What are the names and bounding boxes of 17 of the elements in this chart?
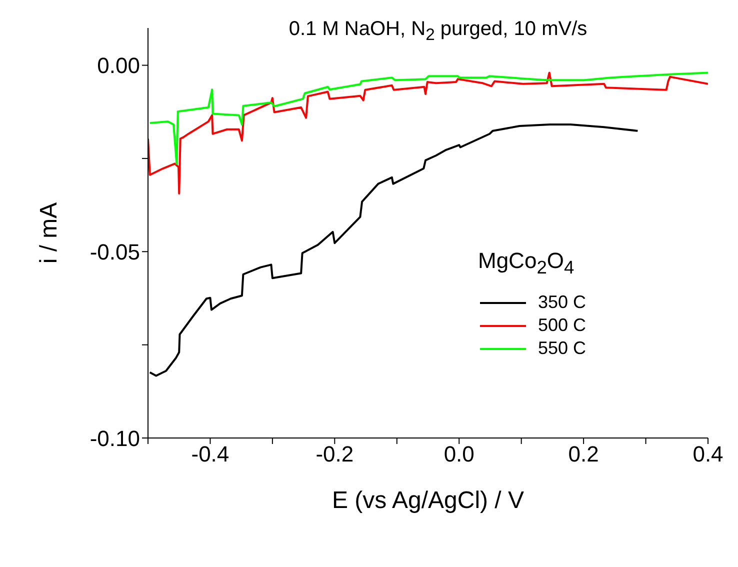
x-tick-label: 0.4: [692, 442, 724, 467]
y-axis-title: i / mA: [36, 202, 63, 264]
legend-label: 550 C: [538, 338, 586, 360]
x-tick-label: -0.4: [191, 442, 230, 467]
x-tick-label: -0.2: [316, 442, 354, 467]
x-axis-title: E (vs Ag/AgCl) / V: [332, 487, 524, 514]
line-series: [148, 72, 708, 165]
x-tick-label: 0.0: [444, 442, 474, 467]
legend-label: 350 C: [538, 292, 586, 314]
y-tick-label: -0.05: [90, 239, 140, 264]
y-tick-label: 0.00: [97, 53, 140, 78]
legend-label: 500 C: [538, 315, 586, 336]
x-tick-label: 0.2: [568, 442, 599, 467]
legend-title: MgCo$_{2}$O$_{4}$: [478, 248, 576, 278]
line-series: [148, 72, 708, 194]
chart-title: 0.1 M NaOH, N$_{2}$ purged, 10 mV/s: [288, 18, 588, 45]
y-tick-label: -0.10: [90, 426, 140, 451]
